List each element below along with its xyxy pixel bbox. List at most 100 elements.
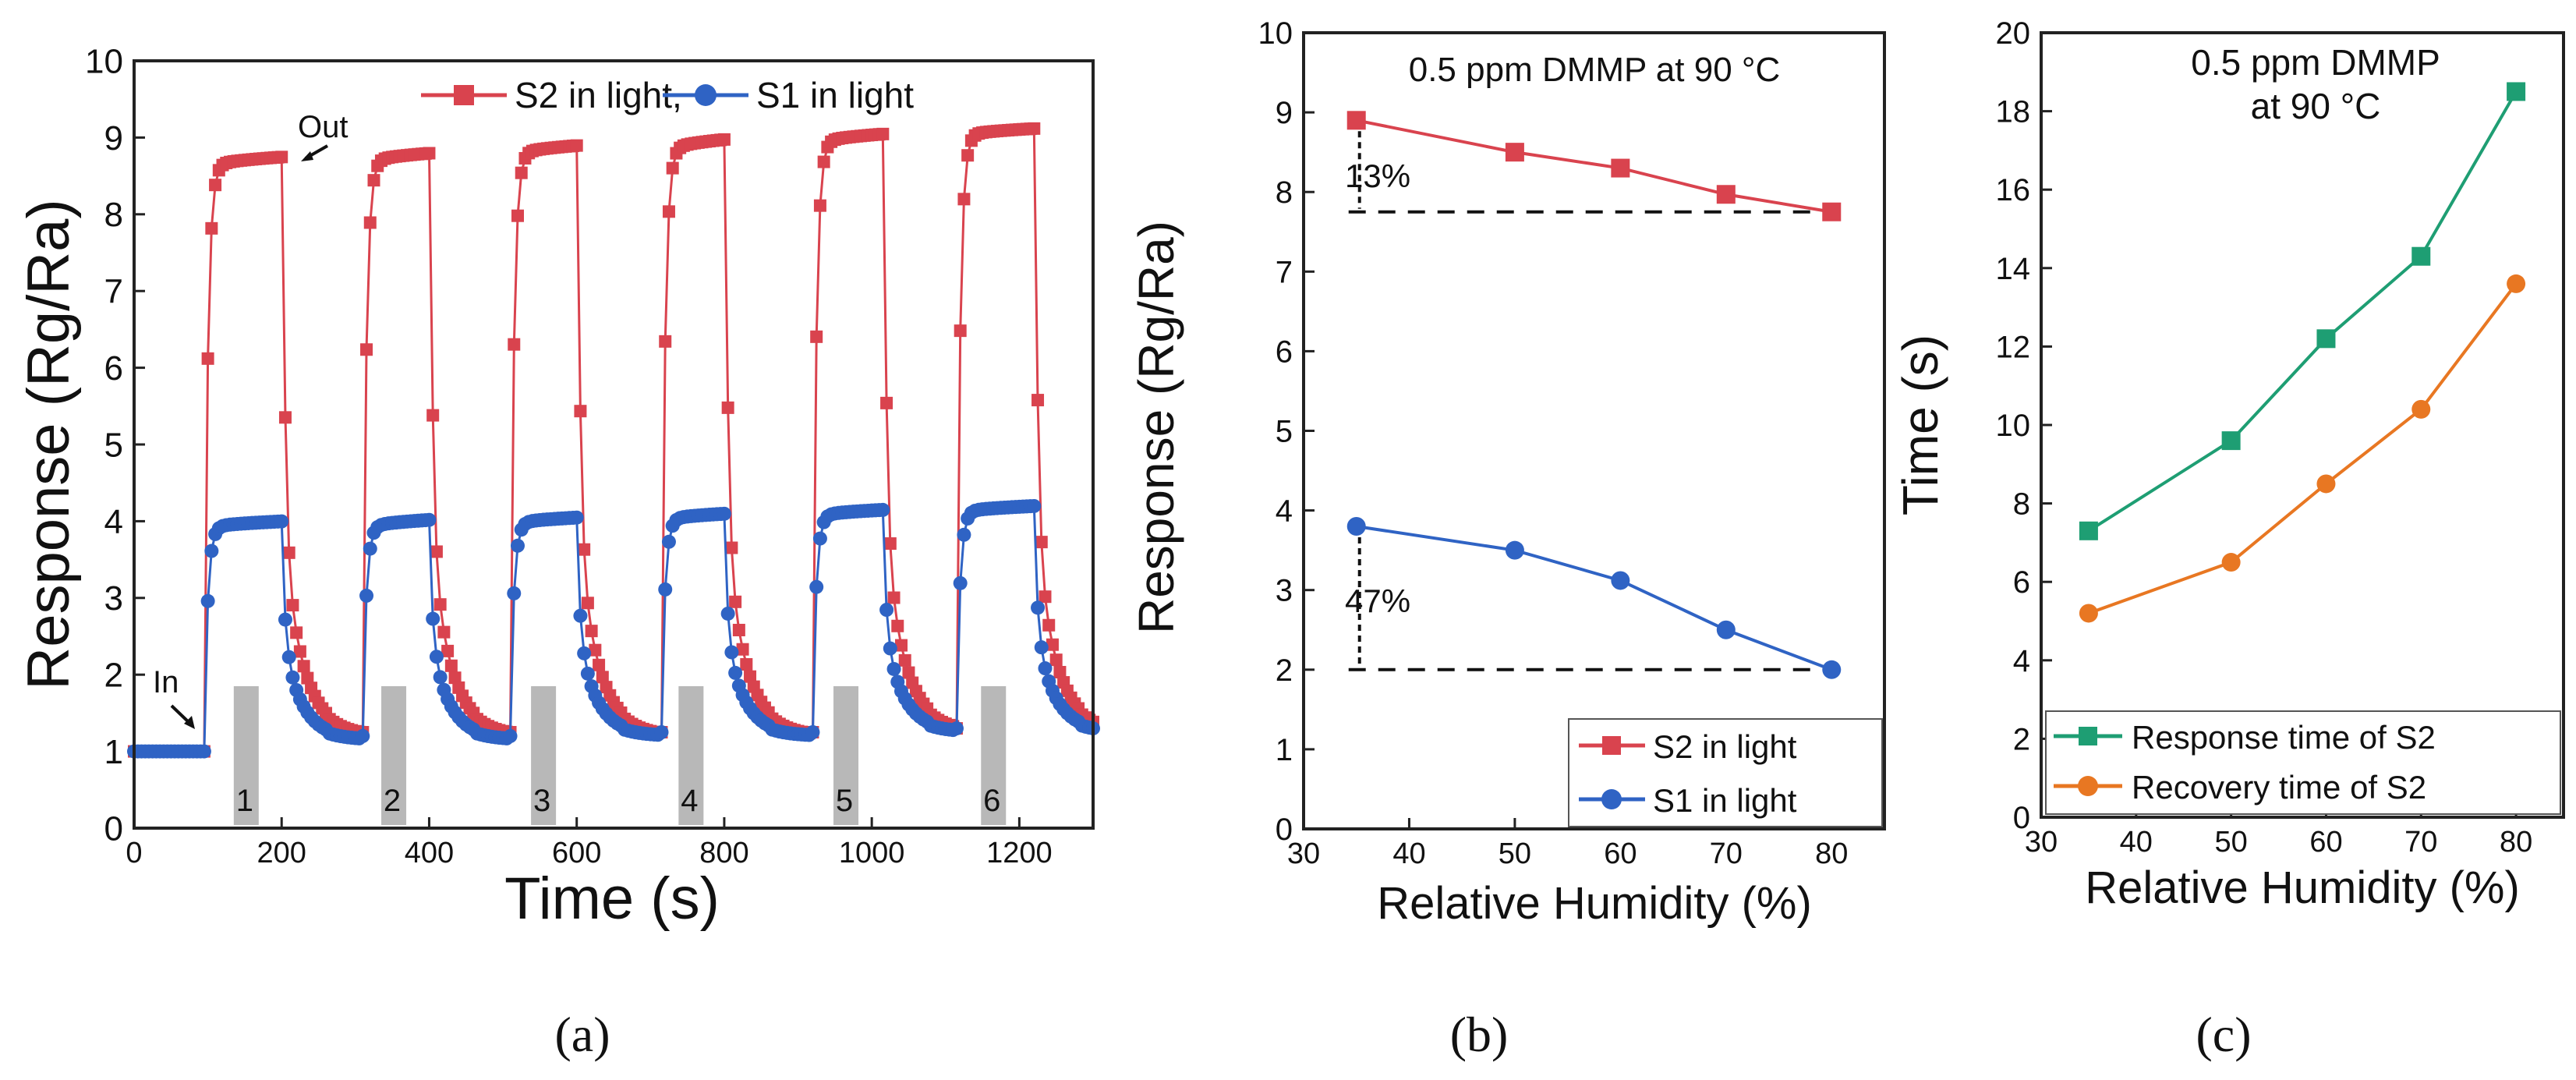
x-tick-label: 80 [1815, 837, 1848, 870]
data-point [426, 409, 440, 422]
x-tick-label: 1000 [839, 837, 905, 869]
data-point [2411, 246, 2431, 266]
data-point [1505, 143, 1524, 162]
panel-label-a: (a) [554, 1007, 610, 1062]
panel-a-y-axis-label: Response (Rg/Ra) [16, 199, 82, 689]
data-point [577, 646, 592, 660]
y-tick-label: 10 [1996, 409, 2031, 443]
exposure-bar-label: 5 [836, 784, 853, 818]
data-point [957, 193, 971, 206]
data-point [895, 639, 908, 652]
exposure-bar [678, 685, 704, 825]
data-point [2221, 431, 2241, 451]
data-point [1822, 202, 1842, 221]
x-tick-label: 30 [1287, 837, 1320, 870]
data-point [659, 335, 672, 348]
data-point [736, 643, 749, 656]
series-line-recovery [2088, 282, 2518, 615]
panel-c-y-axis-label: Time (s) [1892, 335, 1948, 515]
data-point [898, 653, 911, 667]
y-tick-label: 20 [1996, 16, 2031, 51]
panel-b-legend-box [1568, 718, 1883, 827]
panel-c-title-line1: 0.5 ppm DMMP [2191, 42, 2440, 83]
legend-marker-b-s2 [1602, 736, 1621, 755]
data-point [511, 538, 525, 553]
data-point [957, 527, 971, 542]
panel-b-ticks: 30 40 50 60 70 80 0 1 2 3 4 5 6 7 8 9 10 [1258, 16, 1849, 870]
data-point [430, 545, 443, 558]
data-point [285, 670, 300, 685]
data-point [596, 671, 609, 684]
data-point [744, 670, 757, 683]
y-tick-label: 0 [104, 809, 123, 848]
y-tick-label: 4 [2013, 644, 2030, 678]
data-point [883, 537, 897, 551]
panel-b-series [1346, 111, 1842, 679]
panel-a-exposure-markers: 1 2 3 4 5 6 [233, 685, 1007, 825]
data-point [666, 161, 679, 175]
panel-c-plot-frame [2040, 31, 2565, 819]
series-line-response [2087, 90, 2518, 533]
panel-c-series [2079, 82, 2526, 623]
legend-label-b-s2: S2 in light [1653, 728, 1797, 765]
y-tick-label: 16 [1996, 173, 2031, 207]
panel-b-reference-lines [1348, 131, 1832, 671]
data-point [274, 514, 289, 529]
panel-b-legend: S2 in light S1 in light [1568, 718, 1883, 827]
data-point [301, 671, 314, 685]
x-tick-label: 800 [699, 837, 748, 869]
data-point [1049, 653, 1063, 667]
data-point [2507, 82, 2526, 101]
data-point [578, 543, 591, 556]
data-point [1346, 111, 1366, 130]
data-point [2316, 329, 2336, 349]
data-point [569, 510, 584, 525]
annotation-in: In [153, 665, 179, 699]
exposure-bar [233, 685, 259, 825]
x-tick-label: 1200 [986, 837, 1053, 869]
data-point [422, 512, 437, 527]
x-tick-label: 50 [2214, 826, 2247, 859]
data-point [891, 619, 904, 632]
legend-marker-c-response [2079, 727, 2097, 745]
y-tick-label: 1 [104, 733, 123, 771]
series-line-s2 [134, 127, 1094, 753]
y-tick-label: 8 [1276, 175, 1293, 210]
data-point [876, 502, 890, 517]
y-tick-label: 2 [104, 657, 123, 695]
data-point [429, 650, 444, 664]
y-tick-label: 4 [104, 503, 123, 541]
data-point [356, 728, 370, 743]
x-tick-label: 600 [552, 837, 601, 869]
data-point [2411, 399, 2431, 419]
data-point [1346, 517, 1366, 536]
exposure-bar [381, 685, 407, 825]
y-tick-label: 5 [104, 426, 123, 464]
data-point [507, 586, 522, 600]
x-tick-label: 50 [1499, 837, 1531, 870]
annotation-in-arrowhead [184, 716, 195, 729]
x-tick-label: 60 [2309, 826, 2342, 859]
data-point [902, 666, 915, 679]
data-point [367, 174, 380, 187]
data-point [728, 665, 743, 680]
data-point [363, 216, 377, 229]
data-point [740, 657, 753, 671]
exposure-bar-label: 1 [236, 784, 253, 818]
y-tick-label: 9 [1276, 96, 1293, 130]
legend-marker-c-recovery [2078, 776, 2098, 796]
y-tick-label: 2 [1276, 653, 1293, 688]
data-point [1028, 122, 1041, 135]
data-point [1035, 536, 1048, 549]
panel-b-title: 0.5 ppm DMMP at 90 °C [1409, 51, 1781, 89]
y-tick-label: 1 [1276, 733, 1293, 767]
panel-b-plot-frame [1302, 31, 1886, 830]
legend-label-c-response: Response time of S2 [2132, 719, 2436, 756]
data-point [209, 179, 222, 192]
x-tick-label: 70 [1710, 837, 1743, 870]
panel-label-c: (c) [2196, 1007, 2251, 1062]
data-point [1611, 571, 1630, 590]
series-line-s1 [1356, 525, 1832, 671]
data-point [961, 149, 975, 162]
panel-c-ticks: 30 40 50 60 70 80 0 2 4 6 8 10 12 14 16 18 20 [1996, 16, 2533, 859]
